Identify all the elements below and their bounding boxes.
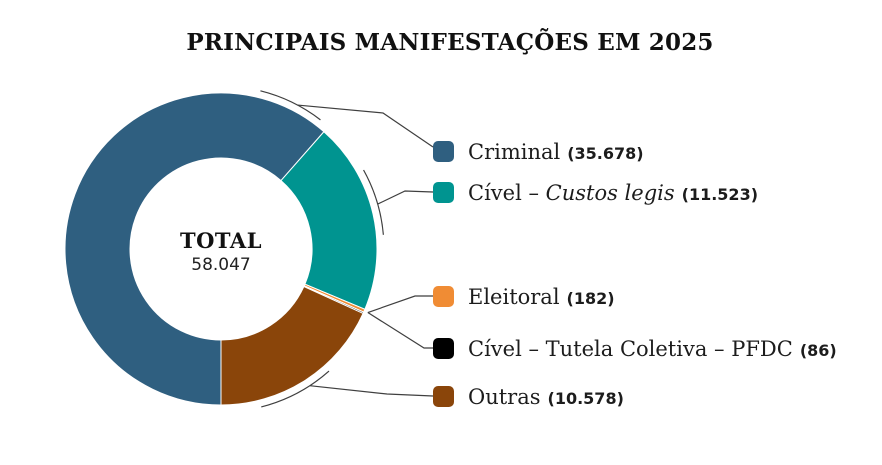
callout-bracket-criminal	[260, 90, 321, 121]
callout-bracket-civel-custos-legis	[363, 169, 384, 235]
legend-label-civel-tutela-coletiva-pfdc: Cível – Tutela Coletiva – PFDC (86)	[468, 337, 837, 361]
legend-label-italic-part: Custos legis	[545, 180, 675, 205]
donut-center: TOTAL 58.047	[180, 228, 262, 276]
legend-value-outras: (10.578)	[547, 388, 624, 408]
legend-label-outras: Outras (10.578)	[468, 385, 624, 409]
donut-segment-outras	[220, 285, 364, 406]
legend-swatch-eleitoral	[433, 286, 454, 307]
legend-value-civel-custos-legis: (11.523)	[681, 184, 759, 204]
legend-label-part: Criminal	[468, 139, 561, 164]
leader-line-criminal	[297, 104, 434, 148]
legend-label-part: Cível – Tutela Coletiva – PFDC	[468, 336, 793, 361]
legend-item-outras: Outras (10.578)	[433, 385, 624, 409]
legend-value-civel-tutela-coletiva-pfdc: (86)	[799, 340, 837, 360]
leader-line-outras	[309, 385, 434, 397]
legend-label-part: Outras	[468, 384, 541, 409]
legend-item-civel-tutela-coletiva-pfdc: Cível – Tutela Coletiva – PFDC (86)	[433, 337, 837, 361]
legend-item-criminal: Criminal (35.678)	[433, 140, 644, 164]
legend-swatch-criminal	[433, 141, 454, 162]
legend-value-criminal: (35.678)	[567, 143, 644, 163]
legend-label-criminal: Criminal (35.678)	[468, 140, 644, 164]
legend-swatch-outras	[433, 386, 454, 407]
leader-line-eleitoral	[367, 295, 433, 314]
legend-item-civel-custos-legis: Cível – Custos legis (11.523)	[433, 181, 758, 205]
legend-label-part: Eleitoral	[468, 284, 560, 309]
leader-line-civel-custos-legis	[377, 190, 434, 205]
legend-label-civel-custos-legis: Cível – Custos legis (11.523)	[468, 181, 758, 205]
leader-line-civel-tutela-coletiva-pfdc	[367, 312, 433, 349]
legend-label-part: Cível –	[468, 180, 546, 205]
legend-swatch-civel-custos-legis	[433, 182, 454, 203]
donut-center-label: TOTAL	[180, 228, 262, 253]
legend-item-eleitoral: Eleitoral (182)	[433, 285, 615, 309]
legend-value-eleitoral: (182)	[566, 288, 615, 308]
legend-swatch-civel-tutela-coletiva-pfdc	[433, 338, 454, 359]
chart-title: PRINCIPAIS MANIFESTAÇÕES EM 2025	[186, 29, 714, 56]
donut-segment-criminal	[64, 92, 325, 406]
legend-label-eleitoral: Eleitoral (182)	[468, 285, 615, 309]
callout-bracket-outras	[261, 370, 330, 408]
donut-center-value: 58.047	[191, 255, 251, 276]
